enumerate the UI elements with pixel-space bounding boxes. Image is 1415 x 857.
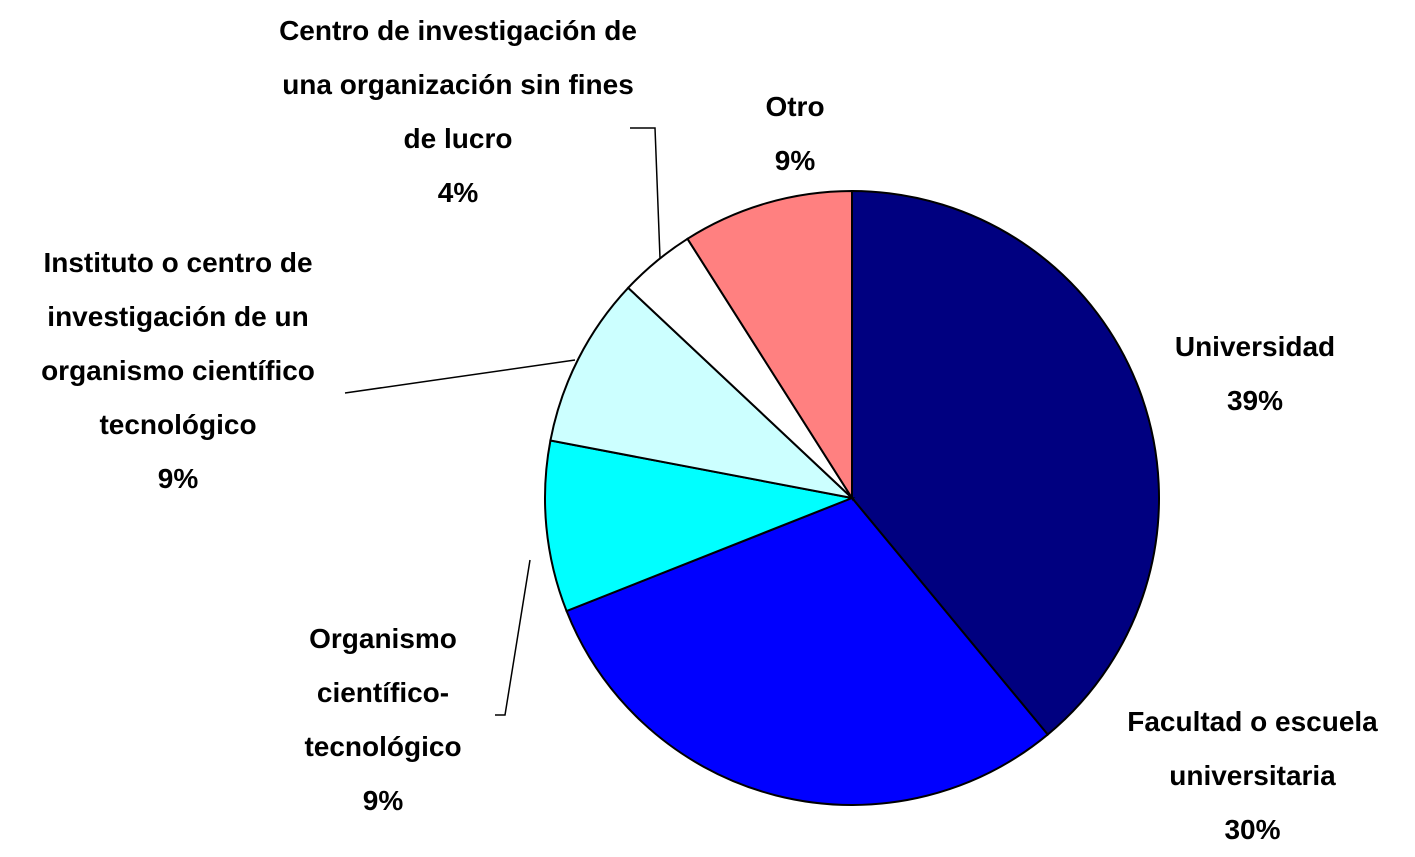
slice-label: Instituto o centro de investigación de u… [41, 247, 315, 494]
slice-label: Centro de investigación de una organizac… [279, 15, 637, 208]
pie-slice [549, 286, 856, 500]
slice-label: Otro 9% [765, 91, 825, 176]
pie-slice [544, 439, 856, 613]
pie-slice [565, 496, 1050, 806]
slice-label: Universidad 39% [1174, 331, 1336, 416]
slice-label: Organismo científico-tecnológico 9% [304, 623, 462, 816]
slice-label: Facultad o escuela universitaria 30% [1127, 706, 1378, 845]
leader-line [630, 127, 661, 259]
leader-line [344, 359, 576, 394]
pie-slice [686, 189, 853, 502]
leader-line [495, 559, 531, 716]
pie-slice [851, 189, 1160, 736]
